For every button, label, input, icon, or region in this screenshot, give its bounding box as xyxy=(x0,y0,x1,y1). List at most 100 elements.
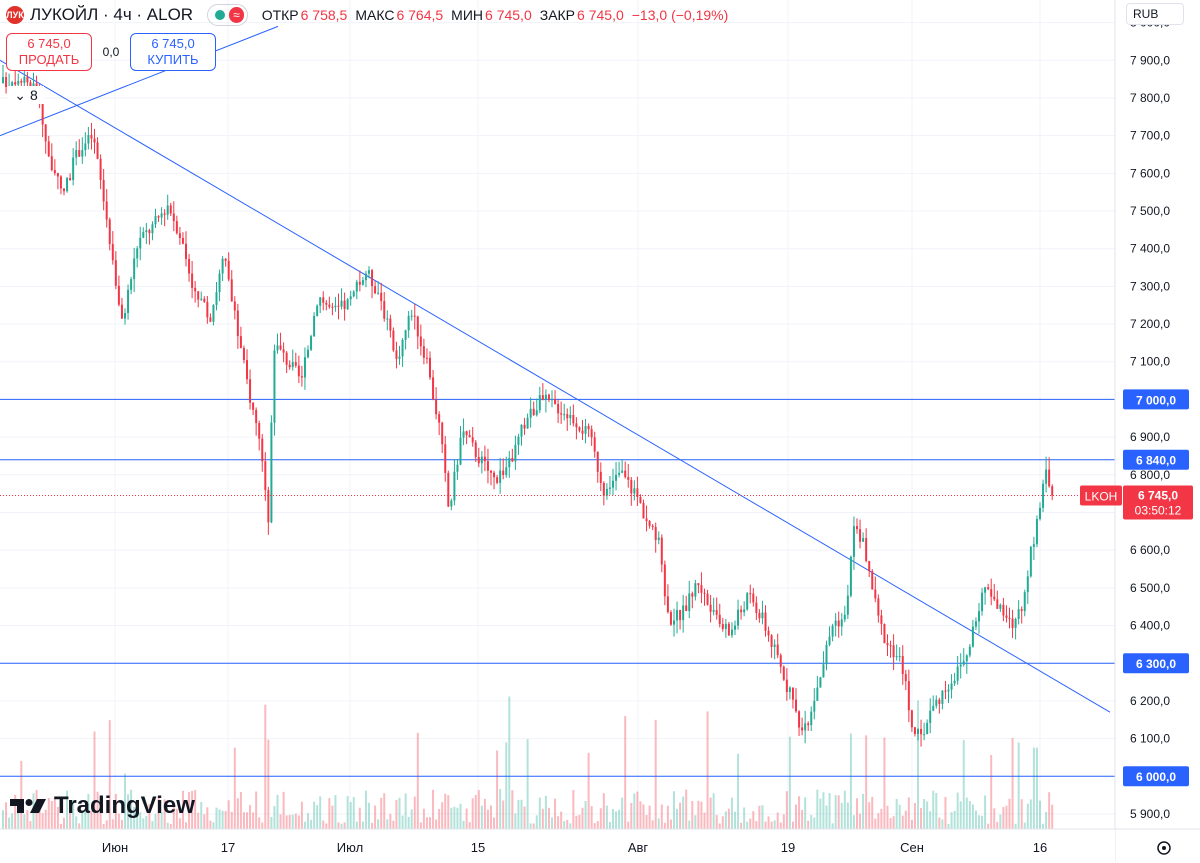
volume-bar xyxy=(840,802,843,829)
chart-grid xyxy=(0,0,1115,829)
volume-bar xyxy=(755,821,758,829)
buy-button[interactable]: 6 745,0 КУПИТЬ xyxy=(130,33,216,71)
volume-bar xyxy=(834,795,837,829)
candle-body xyxy=(685,605,688,612)
volume-bar xyxy=(166,822,169,829)
volume-bar xyxy=(843,790,846,829)
tradingview-brand[interactable]: TradingView xyxy=(10,792,195,820)
volume-bar xyxy=(377,819,380,829)
volume-bar xyxy=(511,790,514,829)
volume-bar xyxy=(108,720,111,829)
candle-body xyxy=(865,538,868,561)
candle-body xyxy=(776,644,779,656)
symbol-title[interactable]: ЛУКОЙЛ · 4ч · ALOR xyxy=(30,5,194,24)
volume-bar xyxy=(258,817,261,829)
candle-body xyxy=(691,593,694,597)
horizontal-levels[interactable] xyxy=(0,398,1115,777)
volume-bar xyxy=(169,823,172,829)
volume-bar xyxy=(984,795,987,829)
volume-bar xyxy=(453,806,456,829)
volume-bar xyxy=(618,809,621,829)
volume-bar xyxy=(505,742,508,829)
open-value: 6 758,5 xyxy=(300,7,348,23)
trendlines[interactable] xyxy=(0,25,1111,713)
candle-body xyxy=(410,315,413,317)
volume-bar xyxy=(779,822,782,829)
gear-icon[interactable] xyxy=(1154,838,1174,858)
volume-bar xyxy=(349,802,352,829)
candle-body xyxy=(511,458,514,462)
currency-selector[interactable]: RUB xyxy=(1126,3,1184,25)
candle-body xyxy=(328,304,331,307)
candle-body xyxy=(523,424,526,429)
volume-bar xyxy=(761,805,764,829)
candle-body xyxy=(127,289,130,314)
volume-bar xyxy=(380,797,383,829)
volume-bar xyxy=(645,814,648,829)
volume-bar xyxy=(737,753,740,829)
market-status-pill[interactable]: ≈ xyxy=(207,4,248,26)
volume-bar xyxy=(852,815,855,829)
volume-bar xyxy=(529,823,532,829)
candle-body xyxy=(432,377,435,400)
volume-bar xyxy=(575,815,578,829)
candle-body xyxy=(267,490,270,523)
candle-body xyxy=(740,609,743,613)
candle-body xyxy=(191,273,194,288)
candle-body xyxy=(441,422,444,445)
candle-body xyxy=(712,610,715,612)
volume-bar xyxy=(368,802,370,829)
candle-body xyxy=(886,643,889,646)
sell-button[interactable]: 6 745,0 ПРОДАТЬ xyxy=(6,33,92,71)
volume-bar xyxy=(639,801,642,829)
volume-bar xyxy=(316,805,319,829)
candle-body xyxy=(615,474,618,481)
candle-body xyxy=(172,213,175,222)
volume-bar xyxy=(715,814,718,829)
volume-bar xyxy=(361,821,364,829)
y-tick-label: 6 200,0 xyxy=(1130,694,1170,708)
candle-body xyxy=(252,402,255,410)
volume-bar xyxy=(563,821,566,829)
candle-body xyxy=(852,526,855,557)
candle-body xyxy=(657,537,660,541)
volume-bar xyxy=(520,799,523,829)
volume-bar xyxy=(682,796,685,829)
candle-body xyxy=(41,103,44,125)
candle-body xyxy=(541,395,544,400)
volume-bar xyxy=(130,789,133,829)
volume-bar xyxy=(669,819,672,829)
volume-bar xyxy=(26,809,29,829)
volume-bar xyxy=(1051,804,1054,829)
candle-body xyxy=(425,357,428,359)
candle-body xyxy=(486,461,489,471)
candle-body xyxy=(493,472,496,478)
candle-body xyxy=(700,585,703,593)
candle-body xyxy=(621,470,624,473)
time-axis[interactable]: Июн 17 Июл 15 Авг 19 Сен 16 xyxy=(0,828,1200,862)
candle-body xyxy=(907,681,910,711)
y-tick-label: 7 300,0 xyxy=(1130,279,1170,293)
volume-bar xyxy=(999,814,1002,829)
indicators-toggle[interactable]: ⌄ 8 xyxy=(8,86,44,104)
candle-body xyxy=(395,350,398,359)
volume-bar xyxy=(849,733,852,829)
candle-body xyxy=(124,313,126,319)
candle-body xyxy=(901,655,904,675)
candle-body xyxy=(788,687,791,693)
candle-body xyxy=(752,593,755,603)
volume-bar xyxy=(587,752,590,829)
volume-bar xyxy=(822,792,825,829)
price-axis[interactable]: 5 900,0 6 000,0 6 100,0 6 200,0 6 300,0 6 400… xyxy=(1114,0,1200,862)
volume-bar xyxy=(944,796,947,829)
candle-body xyxy=(1011,618,1014,628)
candle-body xyxy=(322,297,325,303)
volume-bar xyxy=(69,809,72,829)
volume-bar xyxy=(791,821,794,829)
candle-body xyxy=(264,461,267,491)
candle-body xyxy=(944,690,947,692)
volume-bar xyxy=(837,795,840,829)
candle-body xyxy=(544,394,547,400)
candle-body xyxy=(221,258,224,274)
